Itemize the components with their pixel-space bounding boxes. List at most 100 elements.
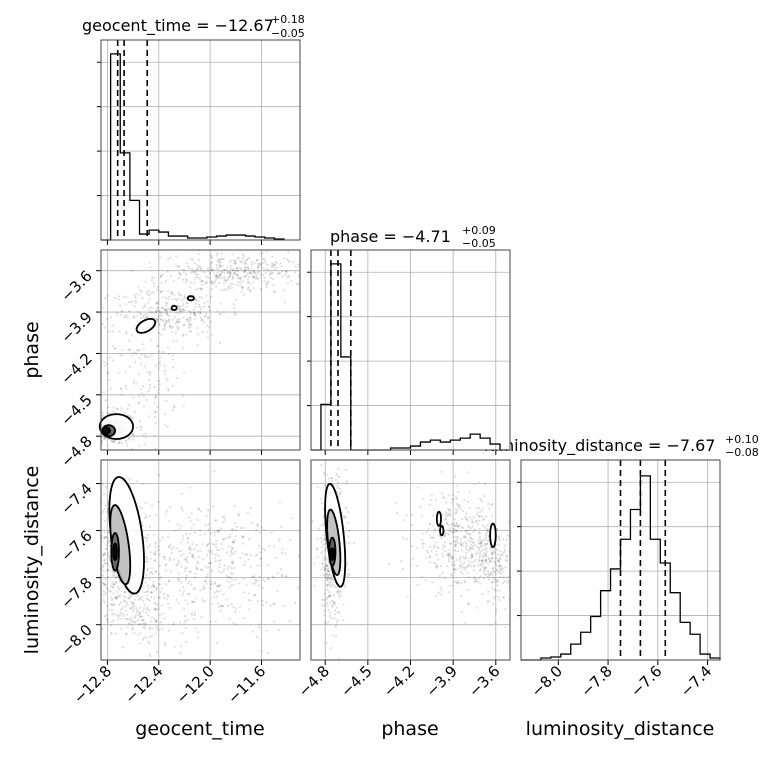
- scatter-lumdist-geocent-point: [137, 623, 141, 626]
- scatter-lumdist-geocent-point: [118, 596, 121, 599]
- scatter-phase-geocent-point: [182, 324, 185, 327]
- scatter-phase-geocent-point: [160, 282, 163, 285]
- scatter-phase-geocent-point: [216, 254, 219, 257]
- scatter-phase-geocent-point: [124, 439, 127, 442]
- scatter-lumdist-phase-point: [483, 570, 486, 573]
- scatter-lumdist-phase-point: [348, 573, 351, 577]
- scatter-lumdist-geocent-point: [108, 564, 111, 567]
- scatter-lumdist-geocent-point: [216, 529, 219, 532]
- scatter-lumdist-geocent-point: [185, 578, 188, 581]
- scatter-phase-geocent-point: [102, 437, 105, 440]
- scatter-lumdist-geocent-point: [112, 619, 115, 622]
- title-geocent-time-sup: +0.18: [271, 13, 305, 26]
- scatter-lumdist-phase-point: [479, 541, 483, 545]
- scatter-lumdist-phase-point: [344, 468, 348, 472]
- scatter-phase-geocent-point: [117, 295, 121, 298]
- scatter-phase-geocent-point: [164, 296, 167, 299]
- scatter-lumdist-geocent-point: [107, 551, 110, 554]
- scatter-lumdist-phase-point: [431, 581, 434, 584]
- scatter-lumdist-geocent-point: [242, 591, 246, 594]
- scatter-phase-geocent-point: [105, 362, 108, 365]
- scatter-lumdist-geocent-point: [129, 607, 132, 611]
- scatter-lumdist-geocent-point: [188, 516, 191, 519]
- scatter-lumdist-phase-point: [463, 621, 466, 625]
- scatter-lumdist-geocent-point: [240, 526, 243, 530]
- scatter-lumdist-geocent-point: [118, 614, 122, 617]
- scatter-lumdist-geocent-point: [138, 611, 141, 614]
- scatter-phase-geocent-point: [286, 275, 289, 279]
- scatter-lumdist-phase-point: [323, 548, 326, 551]
- scatter-lumdist-phase-point: [454, 508, 457, 511]
- scatter-lumdist-phase-point: [420, 575, 423, 578]
- scatter-phase-geocent-point: [284, 273, 287, 277]
- scatter-lumdist-geocent-point: [217, 528, 220, 531]
- scatter-lumdist-phase-point: [490, 560, 493, 563]
- scatter-phase-geocent-point: [259, 264, 262, 267]
- scatter-phase-geocent-point: [177, 265, 180, 268]
- scatter-lumdist-phase-point: [454, 540, 457, 543]
- scatter-phase-geocent-point: [213, 272, 216, 275]
- scatter-lumdist-geocent-xtick-label-3: −11.6: [224, 662, 269, 707]
- scatter-lumdist-geocent-point: [116, 575, 119, 578]
- scatter-lumdist-phase-point: [466, 519, 469, 522]
- scatter-phase-geocent-point: [287, 251, 290, 254]
- scatter-lumdist-geocent-point: [232, 547, 235, 550]
- scatter-lumdist-phase-point: [322, 573, 325, 577]
- scatter-lumdist-geocent-point: [188, 546, 191, 550]
- scatter-lumdist-geocent-point: [184, 640, 188, 644]
- scatter-phase-geocent-point: [190, 271, 193, 274]
- scatter-phase-geocent-point: [157, 392, 160, 395]
- scatter-phase-geocent-point: [139, 316, 142, 320]
- scatter-lumdist-phase-point: [455, 523, 458, 526]
- scatter-lumdist-geocent-point: [103, 531, 106, 534]
- scatter-lumdist-geocent-point: [150, 566, 153, 570]
- scatter-lumdist-phase-point: [485, 534, 488, 537]
- scatter-lumdist-phase-point: [486, 590, 490, 593]
- scatter-lumdist-phase-point: [501, 571, 504, 574]
- scatter-phase-geocent-point: [241, 286, 244, 289]
- scatter-lumdist-phase-point: [329, 585, 332, 589]
- scatter-lumdist-geocent-point: [147, 598, 150, 601]
- scatter-phase-geocent-point: [240, 267, 243, 270]
- scatter-phase-geocent-ytick-label-0: −3.6: [57, 267, 95, 305]
- scatter-lumdist-geocent-point: [182, 552, 185, 555]
- scatter-lumdist-geocent-point: [118, 580, 122, 583]
- scatter-lumdist-geocent-point: [199, 589, 202, 592]
- scatter-phase-geocent-point: [160, 315, 163, 318]
- scatter-phase-geocent-point: [199, 287, 203, 290]
- scatter-phase-geocent-point: [223, 276, 226, 279]
- scatter-phase-geocent-point: [142, 315, 145, 318]
- scatter-lumdist-geocent-point: [180, 565, 183, 568]
- scatter-lumdist-geocent-point: [206, 566, 210, 569]
- scatter-lumdist-geocent-point: [207, 542, 210, 545]
- scatter-phase-geocent-point: [166, 313, 169, 317]
- scatter-lumdist-phase-point: [420, 515, 424, 518]
- scatter-phase-geocent-point: [142, 395, 145, 398]
- scatter-lumdist-phase-point: [452, 568, 455, 571]
- scatter-lumdist-phase-point: [497, 589, 501, 592]
- scatter-lumdist-geocent-point: [189, 570, 192, 573]
- scatter-phase-geocent-point: [122, 295, 125, 298]
- scatter-lumdist-phase-point: [488, 574, 491, 577]
- scatter-lumdist-geocent-point: [141, 619, 144, 622]
- scatter-lumdist-phase-point: [325, 564, 328, 567]
- scatter-lumdist-geocent-point: [119, 608, 122, 611]
- scatter-phase-geocent-point: [189, 318, 192, 322]
- scatter-lumdist-phase-point: [474, 580, 477, 583]
- scatter-phase-geocent-point: [152, 281, 155, 284]
- scatter-lumdist-phase-point: [419, 505, 422, 508]
- scatter-lumdist-geocent-point: [143, 627, 146, 630]
- scatter-lumdist-phase-point: [330, 477, 333, 480]
- scatter-phase-geocent-point: [281, 269, 284, 273]
- scatter-phase-geocent-point: [148, 297, 151, 300]
- scatter-phase-geocent-point: [125, 296, 128, 299]
- scatter-phase-geocent-point: [137, 402, 140, 405]
- scatter-lumdist-geocent-point: [221, 547, 224, 551]
- scatter-phase-geocent-point: [144, 354, 147, 357]
- scatter-lumdist-geocent-point: [239, 556, 242, 560]
- scatter-lumdist-geocent-point: [157, 549, 161, 552]
- scatter-lumdist-geocent-point: [276, 572, 279, 575]
- scatter-phase-geocent-point: [147, 356, 151, 359]
- scatter-lumdist-geocent-point: [207, 509, 210, 512]
- scatter-lumdist-geocent-point: [147, 640, 150, 643]
